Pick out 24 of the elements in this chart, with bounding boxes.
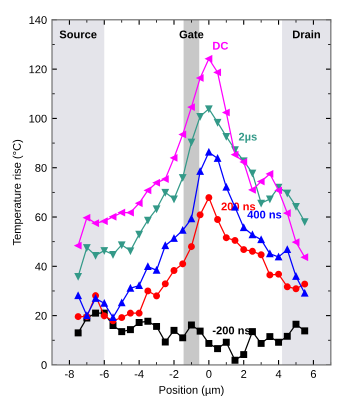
band-label: Source <box>60 30 97 38</box>
y-tick-label: 140 <box>29 16 47 24</box>
x-tick-label: 6 <box>310 370 316 378</box>
x-tick-label: 0 <box>206 370 212 378</box>
x-tick-label: 4 <box>276 370 282 378</box>
x-tick-label: 2 <box>241 370 246 378</box>
y-tick-label: 0 <box>41 361 47 370</box>
y-tick-label: 100 <box>29 114 47 123</box>
x-tick-label: -4 <box>134 370 144 378</box>
y-tick-label: 80 <box>35 164 47 172</box>
series-label: 400 ns <box>247 210 282 219</box>
series-label: 2µs <box>238 132 257 143</box>
y-tick-label: 20 <box>35 312 47 320</box>
series-label: DC <box>213 42 228 50</box>
y-axis-title: Temperature rise (°C) <box>12 140 24 246</box>
x-axis-title: Position (µm) <box>160 386 224 396</box>
x-tick-label: -8 <box>64 370 74 378</box>
band-label: Gate <box>180 30 204 38</box>
y-tick-label: 40 <box>35 262 47 270</box>
band-label: Drain <box>292 30 320 38</box>
y-tick-label: 120 <box>29 65 47 74</box>
x-tick-label: -2 <box>170 370 178 378</box>
y-tick-label: 60 <box>35 213 47 222</box>
x-tick-label: -6 <box>100 370 109 378</box>
